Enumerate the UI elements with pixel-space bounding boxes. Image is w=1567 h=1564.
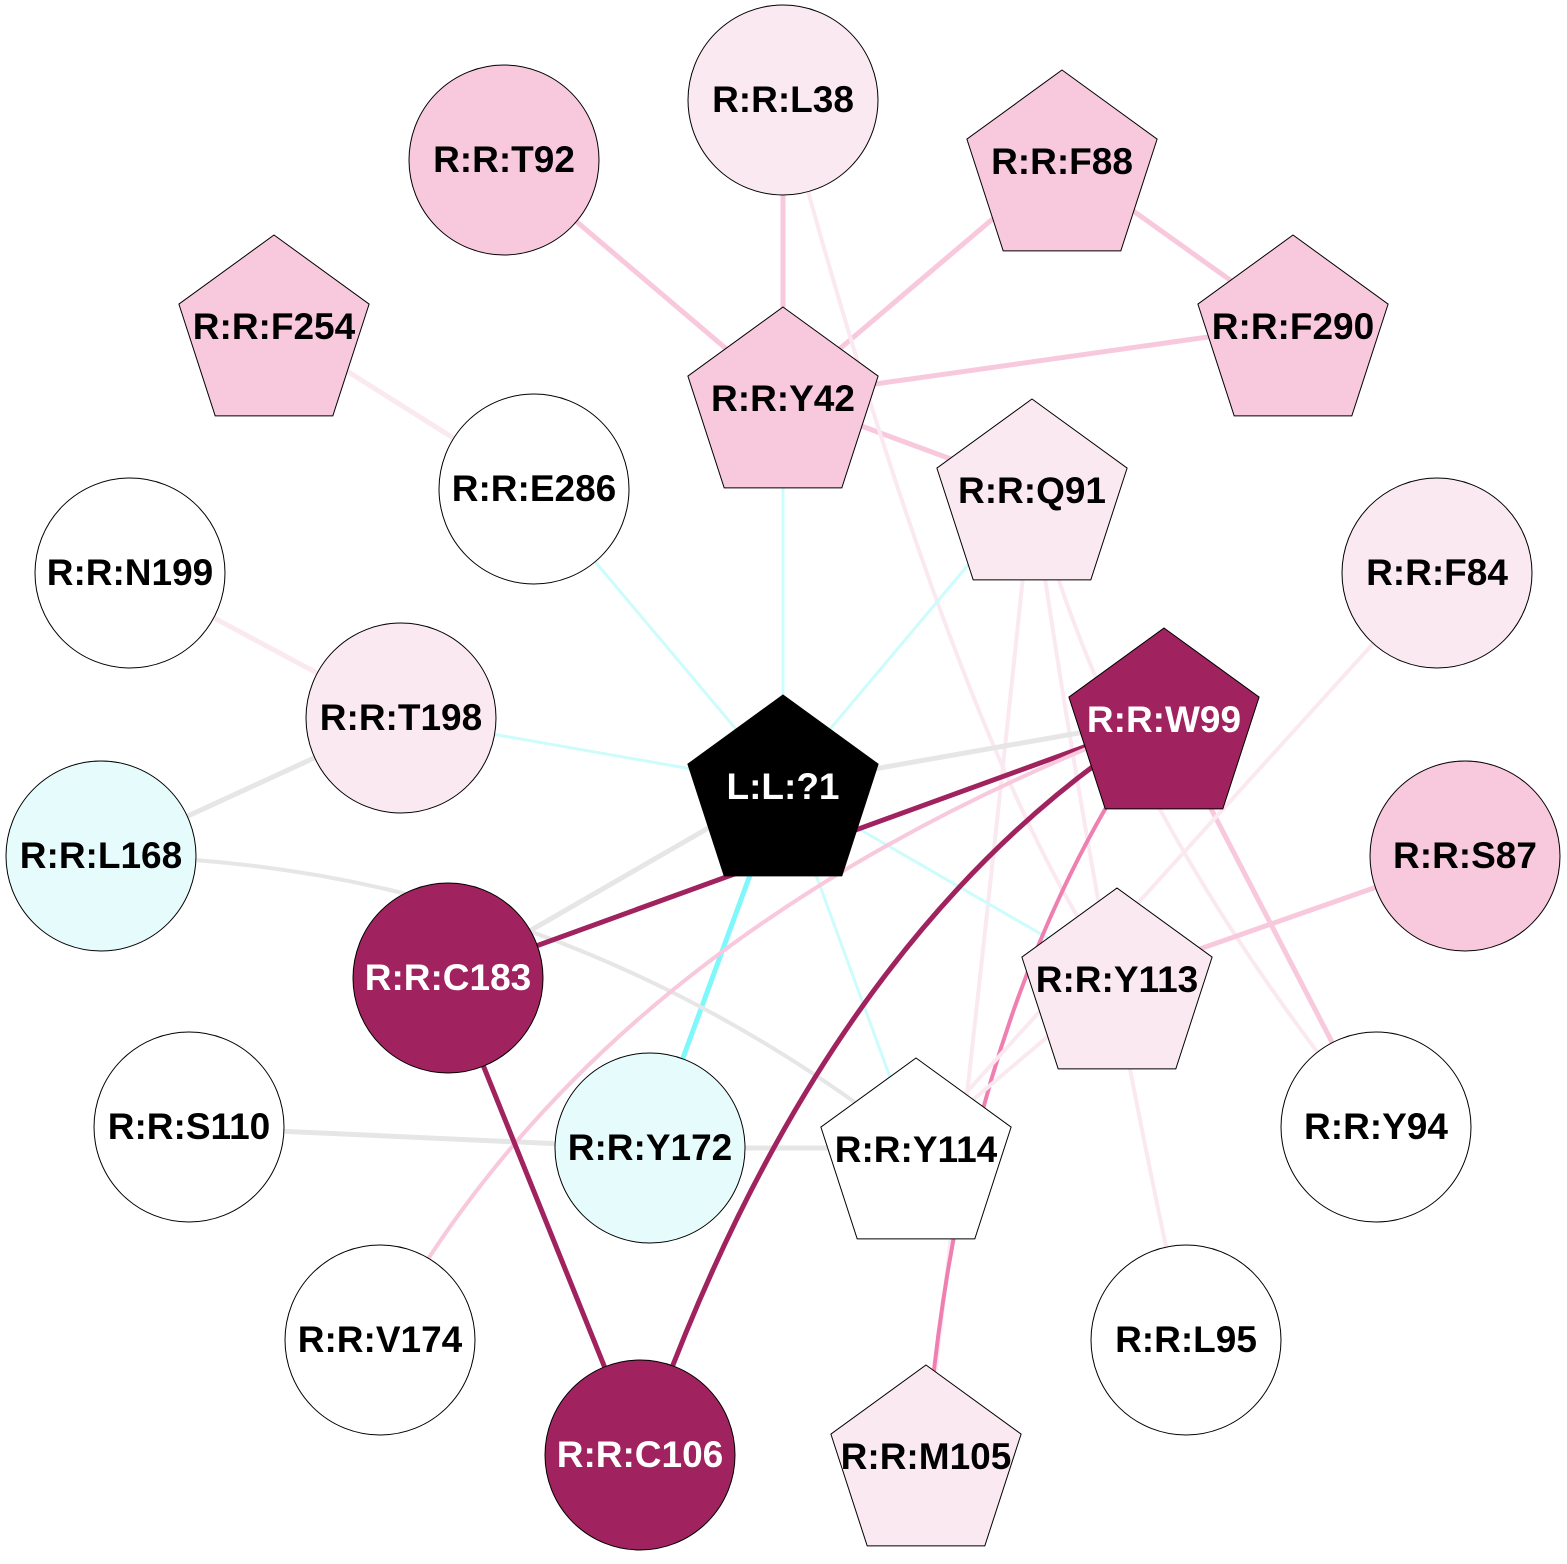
node-circle: [34, 477, 226, 669]
node-label: R:R:F254: [193, 306, 356, 347]
node-circle: [1369, 760, 1561, 952]
node-label: R:R:F290: [1212, 306, 1374, 347]
node-circle: [284, 1244, 476, 1436]
node-circle: [352, 882, 544, 1074]
node-pentagon: [936, 398, 1128, 581]
node-label: R:R:T92: [433, 139, 575, 180]
node-label: R:R:F84: [1366, 552, 1508, 593]
node-pentagon: [1068, 627, 1260, 810]
node-label: R:R:M105: [841, 1436, 1012, 1477]
node-circle: [305, 622, 497, 814]
node-label: R:R:V174: [298, 1319, 463, 1360]
node-label: R:R:Y94: [1304, 1106, 1448, 1147]
node-pentagon: [687, 306, 879, 489]
node-label: R:R:L38: [712, 79, 854, 120]
node-label: L:L:?1: [726, 766, 839, 807]
node-label: R:R:L95: [1115, 1319, 1257, 1360]
node-circle: [554, 1052, 746, 1244]
edge: [637, 715, 1166, 1456]
node-circle: [5, 760, 197, 952]
edge: [781, 99, 1119, 980]
node-pentagon: [1021, 887, 1213, 1070]
node-circle: [93, 1031, 285, 1223]
node-label: R:R:N199: [47, 552, 214, 593]
node-label: R:R:S87: [1393, 835, 1537, 876]
node-pentagon: [820, 1057, 1012, 1240]
node-pentagon: [966, 69, 1158, 252]
node-label: R:R:Q91: [958, 470, 1106, 511]
node-label: R:R:Y172: [568, 1127, 733, 1168]
edge: [914, 571, 1439, 1150]
node-label: R:R:S110: [108, 1106, 270, 1147]
node-circle: [408, 64, 600, 256]
node-label: R:R:Y114: [835, 1129, 998, 1170]
node-label: R:R:Y42: [711, 378, 855, 419]
nodes: L:L:?1 R:R:L38 R:R:T92 R:R:F88 R:R:F254 R:R:Y…: [5, 4, 1561, 1551]
node-circle: [1280, 1031, 1472, 1223]
node-circle: [1090, 1244, 1282, 1436]
node-pentagon: [178, 234, 370, 417]
node-label: R:R:Y113: [1036, 959, 1198, 1000]
edge: [378, 716, 1165, 1341]
node-label: R:R:F88: [991, 141, 1133, 182]
node-label: R:R:L168: [20, 835, 182, 876]
node-pentagon: [1197, 234, 1389, 417]
node-circle: [687, 4, 879, 196]
node-circle: [1341, 477, 1533, 669]
node-label: R:R:E286: [452, 468, 617, 509]
node-pentagon: [687, 694, 879, 877]
node-label: R:R:W99: [1087, 699, 1241, 740]
node-label: R:R:T198: [320, 697, 482, 738]
node-label: R:R:C183: [365, 957, 532, 998]
node-pentagon: [830, 1364, 1022, 1547]
node-label: R:R:C106: [557, 1434, 724, 1475]
node-circle: [438, 393, 630, 585]
node-circle: [544, 1359, 736, 1551]
